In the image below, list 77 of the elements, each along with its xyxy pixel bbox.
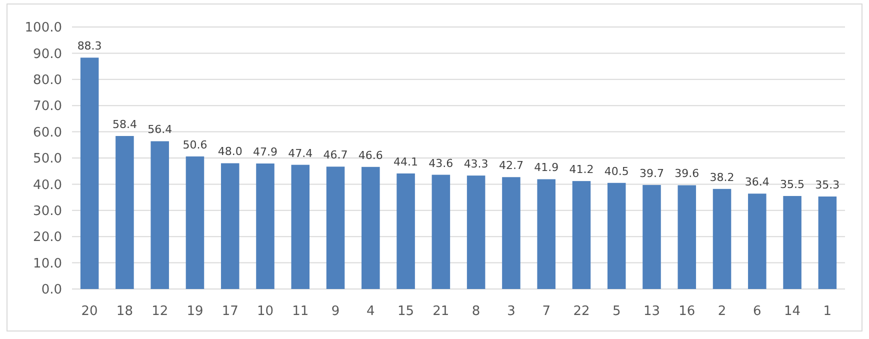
data-label: 43.3 xyxy=(464,158,488,171)
bar xyxy=(466,176,486,289)
bar xyxy=(537,179,556,289)
bar xyxy=(150,141,169,289)
x-tick-label: 18 xyxy=(116,304,133,319)
bar xyxy=(116,136,134,289)
bar xyxy=(502,177,520,289)
x-tick-label: 5 xyxy=(612,304,621,319)
bar xyxy=(678,185,696,289)
bar xyxy=(783,196,802,289)
bar xyxy=(607,182,626,289)
x-tick-label: 8 xyxy=(472,304,480,319)
x-tick-label: 7 xyxy=(542,304,550,319)
data-label: 36.4 xyxy=(744,176,770,189)
x-tick-label: 12 xyxy=(152,304,168,319)
x-tick-label: 19 xyxy=(186,304,204,319)
bar xyxy=(396,173,415,289)
data-label: 50.6 xyxy=(182,138,208,152)
y-tick-label: 30.0 xyxy=(33,204,62,219)
bar xyxy=(256,164,274,289)
bar xyxy=(80,58,99,289)
y-tick-label: 90.0 xyxy=(33,46,62,62)
data-label: 39.6 xyxy=(674,167,700,180)
x-tick-label: 17 xyxy=(222,304,238,319)
bar xyxy=(712,188,732,289)
data-label: 48.0 xyxy=(218,145,242,158)
data-label: 40.5 xyxy=(604,164,629,178)
y-tick-label: 20.0 xyxy=(33,230,62,246)
data-label: 58.4 xyxy=(112,118,137,131)
data-label: 38.2 xyxy=(710,170,734,184)
data-label: 42.7 xyxy=(498,159,524,172)
y-tick-label: 40.0 xyxy=(33,178,62,193)
data-label: 44.1 xyxy=(394,155,418,168)
bar xyxy=(642,184,661,289)
bar xyxy=(572,181,591,289)
data-label: 47.9 xyxy=(253,146,278,158)
y-tick-label: 100.0 xyxy=(24,20,62,36)
data-label: 56.4 xyxy=(148,123,172,136)
bar xyxy=(362,166,380,289)
x-tick-label: 11 xyxy=(292,304,309,319)
x-tick-label: 16 xyxy=(678,304,696,319)
y-tick-label: 50.0 xyxy=(33,152,62,167)
x-tick-label: 6 xyxy=(753,304,762,319)
data-label: 41.9 xyxy=(534,161,559,174)
x-tick-label: 2 xyxy=(718,304,726,319)
x-tick-label: 14 xyxy=(784,304,801,319)
x-tick-label: 15 xyxy=(398,304,414,319)
bar xyxy=(220,163,240,289)
x-tick-label: 21 xyxy=(432,304,450,319)
x-tick-label: 1 xyxy=(823,304,832,319)
data-label: 43.6 xyxy=(428,156,454,170)
x-tick-label: 10 xyxy=(256,304,274,319)
data-label: 88.3 xyxy=(77,40,102,53)
bar xyxy=(748,194,766,289)
x-tick-label: 20 xyxy=(81,304,98,319)
y-tick-label: 80.0 xyxy=(33,72,62,88)
x-tick-label: 3 xyxy=(507,304,516,319)
data-label: 39.7 xyxy=(640,166,664,180)
data-label: 47.4 xyxy=(288,146,313,160)
data-label: 35.5 xyxy=(780,178,805,191)
bar xyxy=(291,164,310,289)
x-tick-label: 9 xyxy=(331,304,340,319)
y-tick-label: 70.0 xyxy=(33,99,62,114)
x-tick-label: 22 xyxy=(573,304,590,319)
data-label: 46.6 xyxy=(358,148,383,162)
y-tick-label: 0.0 xyxy=(41,282,62,298)
data-label: 46.7 xyxy=(323,148,348,162)
y-tick-label: 10.0 xyxy=(33,256,62,272)
y-tick-label: 60.0 xyxy=(33,125,62,140)
bar xyxy=(432,174,450,289)
bar xyxy=(186,156,204,289)
x-tick-label: 4 xyxy=(366,304,375,319)
x-tick-label: 13 xyxy=(643,304,660,319)
bar xyxy=(326,166,345,289)
bar xyxy=(818,196,837,289)
data-label: 41.2 xyxy=(569,163,594,176)
data-label: 35.3 xyxy=(815,178,840,192)
